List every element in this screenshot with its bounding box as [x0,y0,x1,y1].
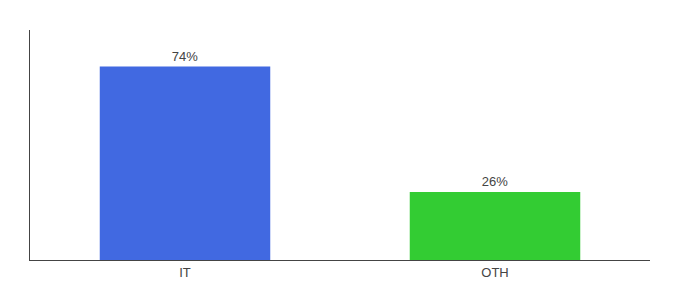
svg-text:IT: IT [179,265,191,280]
svg-text:74%: 74% [172,49,198,64]
svg-text:OTH: OTH [481,265,508,280]
svg-text:26%: 26% [482,174,508,189]
